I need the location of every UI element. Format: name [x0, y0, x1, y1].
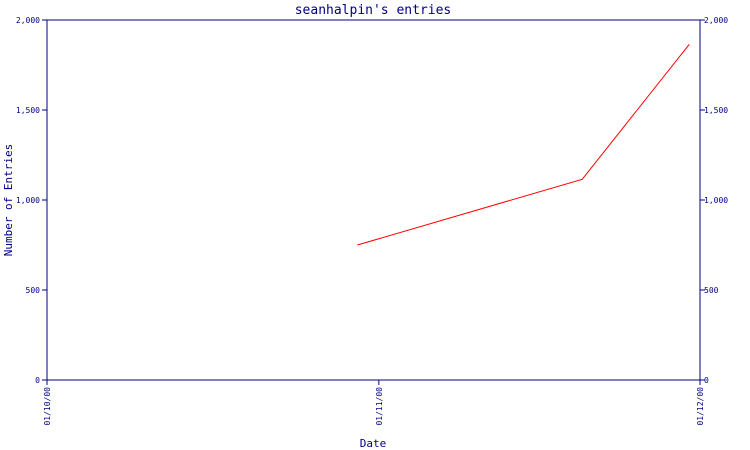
x-axis-title: Date: [360, 437, 387, 450]
x-tick-label: 01/10/00: [43, 387, 52, 426]
chart-title: seanhalpin's entries: [295, 3, 452, 18]
y-tick-label-right: 1,500: [704, 106, 728, 115]
y-tick-label-left: 1,500: [16, 106, 40, 115]
y-axis-right: 0 500 1,000 1,500 2,000: [700, 16, 728, 385]
series-line: [357, 43, 690, 246]
y-axis-left: 0 500 1,000 1,500 2,000: [16, 16, 47, 385]
x-tick-label: 01/12/00: [696, 387, 705, 426]
y-axis-title: Number of Entries: [2, 144, 15, 257]
plot-area-frame: [46, 19, 701, 381]
x-tick-label: 01/11/00: [375, 387, 384, 426]
y-tick-label-right: 0: [704, 376, 709, 385]
y-tick-label-left: 500: [26, 286, 41, 295]
series-layer: [357, 43, 690, 246]
x-axis: 01/10/00 01/11/00 01/12/00: [43, 380, 705, 426]
y-tick-label-left: 0: [35, 376, 40, 385]
y-tick-label-left: 2,000: [16, 16, 40, 25]
y-tick-label-right: 500: [704, 286, 719, 295]
y-tick-label-left: 1,000: [16, 196, 40, 205]
y-tick-label-right: 2,000: [704, 16, 728, 25]
y-tick-label-right: 1,000: [704, 196, 728, 205]
